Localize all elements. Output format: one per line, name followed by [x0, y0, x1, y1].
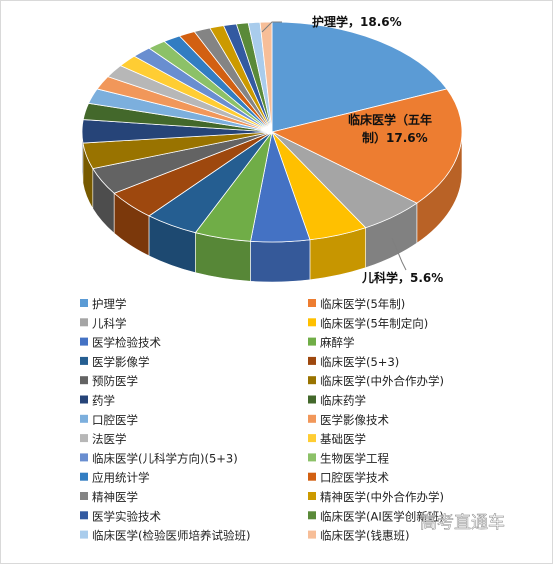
leader-line-1: [391, 237, 407, 271]
legend-swatch-21: [308, 492, 316, 500]
legend-swatch-16: [80, 453, 88, 462]
legend-swatch-13: [308, 414, 316, 423]
legend-label-3: 临床医学(5年制定向): [320, 316, 428, 330]
legend-swatch-0: [80, 299, 88, 307]
legend-label-24: 临床医学(检验医师培养试验班): [92, 529, 250, 543]
legend-label-17: 生物医学工程: [320, 451, 389, 465]
legend-label-23: 临床医学(AI医学创新班): [320, 509, 444, 523]
pie-slice-1: [270, 88, 463, 204]
legend-label-20: 精神医学: [92, 490, 138, 504]
leader-line-0: [261, 21, 282, 33]
pie-slice-0: [271, 21, 448, 133]
legend-label-18: 应用统计学: [92, 471, 150, 485]
legend-label-13: 医学影像技术: [320, 413, 389, 427]
legend-label-10: 药学: [92, 394, 115, 408]
legend-label-2: 儿科学: [92, 316, 127, 330]
legend-swatch-4: [80, 337, 88, 346]
legend-label-22: 医学实验技术: [92, 509, 161, 523]
legend-swatch-6: [80, 356, 88, 365]
legend-label-4: 医学检验技术: [92, 336, 161, 350]
legend-swatch-10: [80, 395, 88, 404]
legend-swatch-1: [308, 299, 316, 307]
legend-label-5: 麻醉学: [320, 336, 355, 350]
legend-label-12: 口腔医学: [92, 413, 138, 427]
legend-swatch-14: [80, 434, 88, 443]
pie-side-4: [250, 239, 311, 283]
legend-swatch-11: [308, 395, 316, 404]
legend-swatch-24: [80, 530, 88, 539]
legend-label-7: 临床医学(5+3): [320, 355, 399, 369]
watermark: 高考直通车: [420, 513, 505, 533]
data-label-nursing: 护理学，18.6%: [312, 14, 402, 29]
legend-swatch-15: [308, 434, 316, 443]
legend-swatch-25: [308, 530, 316, 539]
data-label-clinical-5yr-line2: 制）17.6%: [362, 130, 428, 145]
legend-label-25: 临床医学(钱惠班): [320, 529, 409, 543]
legend-swatch-5: [308, 337, 316, 346]
legend-swatch-2: [80, 318, 88, 327]
data-label-clinical-5yr-line1: 临床医学（五年: [348, 112, 432, 127]
pie-tops: [81, 21, 463, 243]
legend-label-9: 临床医学(中外合作办学): [320, 374, 444, 388]
legend-swatch-7: [308, 356, 316, 365]
legend-label-14: 法医学: [92, 432, 127, 446]
legend-label-8: 预防医学: [92, 374, 138, 388]
legend-swatch-18: [80, 472, 88, 481]
legend-label-11: 临床药学: [320, 394, 366, 408]
legend-swatch-8: [80, 376, 88, 385]
legend-label-19: 口腔医学技术: [320, 471, 389, 485]
legend-swatch-22: [80, 511, 88, 520]
legend-swatch-3: [308, 318, 316, 327]
legend-label-1: 临床医学(5年制): [320, 297, 405, 311]
legend-label-0: 护理学: [92, 297, 127, 311]
legend-label-16: 临床医学(儿科学方向)(5+3): [92, 451, 238, 465]
legend-swatch-9: [308, 376, 316, 385]
pie-sides: [81, 131, 463, 283]
legend-swatch-23: [308, 511, 316, 520]
legend-swatch-19: [308, 472, 316, 481]
leader-lines: [261, 21, 407, 271]
legend-label-15: 基础医学: [320, 432, 366, 446]
legend-label-6: 医学影像学: [92, 355, 150, 369]
legend-swatch-20: [80, 492, 88, 500]
legend-swatch-17: [308, 453, 316, 462]
legend-label-21: 精神医学(中外合作办学): [320, 490, 444, 504]
legend: 护理学 临床医学(5年制) 儿科学 临床医学(5年制定向) 医学检验技术 麻醉学医学影像学…: [80, 297, 444, 543]
legend-swatch-12: [80, 414, 88, 423]
data-label-pediatrics: 儿科学，5.6%: [361, 270, 443, 285]
